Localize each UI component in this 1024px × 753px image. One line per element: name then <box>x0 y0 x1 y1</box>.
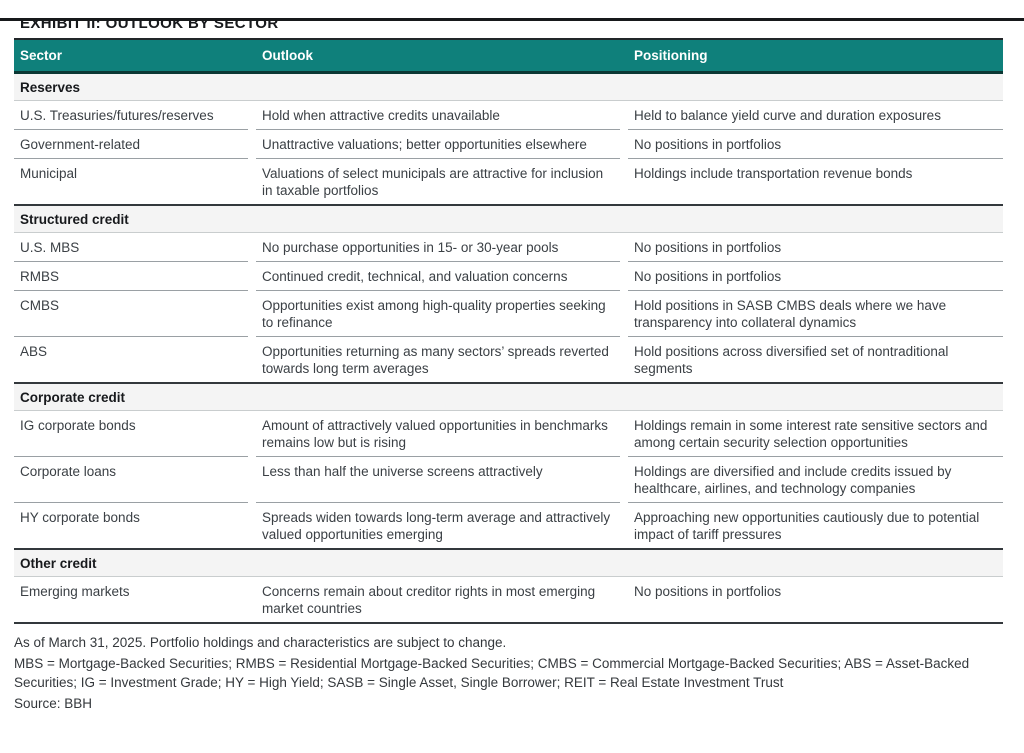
table-row: Corporate loans Less than half the univer… <box>14 457 1003 503</box>
top-divider <box>0 18 1024 21</box>
outlook-cell: Concerns remain about creditor rights in… <box>262 584 596 616</box>
positioning-cell: Held to balance yield curve and duration… <box>628 101 1003 130</box>
outlook-cell: Spreads widen towards long-term average … <box>262 510 611 542</box>
sector-cell: Government-related <box>14 130 248 159</box>
footnotes: As of March 31, 2025. Portfolio holdings… <box>14 633 1009 713</box>
outlook-cell: Amount of attractively valued opportunit… <box>256 411 620 457</box>
positioning-cell: No positions in portfolios <box>628 130 1003 159</box>
table-row: HY corporate bonds Spreads widen towards … <box>14 503 1003 548</box>
table-body: Reserves U.S. Treasuries/futures/reserves… <box>14 74 1003 622</box>
outlook-cell: Less than half the universe screens attr… <box>256 457 620 503</box>
sector-cell: U.S. Treasuries/futures/reserves <box>14 101 248 130</box>
table-row: Government-related Unattractive valuation… <box>14 130 1003 159</box>
outlook-table: Sector Outlook Positioning Reserves U.S. … <box>14 38 1003 624</box>
as-of-note: As of March 31, 2025. Portfolio holdings… <box>14 635 507 650</box>
column-header-positioning: Positioning <box>634 48 708 63</box>
positioning-cell: Holdings include transportation revenue … <box>634 166 913 181</box>
abbreviation-legend: MBS = Mortgage-Backed Securities; RMBS =… <box>14 656 970 690</box>
column-header-outlook: Outlook <box>262 48 313 63</box>
exhibit-page: EXHIBIT II: OUTLOOK BY SECTOR Sector Out… <box>0 15 1024 753</box>
table-row: U.S. Treasuries/futures/reserves Hold whe… <box>14 101 1003 130</box>
table-header-row: Sector Outlook Positioning <box>14 40 1003 74</box>
table-row: Emerging markets Concerns remain about cr… <box>14 577 1003 622</box>
positioning-cell: No positions in portfolios <box>628 233 1003 262</box>
sector-cell: HY corporate bonds <box>20 510 140 525</box>
sector-cell: RMBS <box>14 262 248 291</box>
sector-cell: CMBS <box>14 291 248 337</box>
outlook-cell: Hold when attractive credits unavailable <box>256 101 620 130</box>
outlook-cell: Continued credit, technical, and valuati… <box>256 262 620 291</box>
table-row: IG corporate bonds Amount of attractively… <box>14 411 1003 457</box>
sector-cell: Emerging markets <box>20 584 130 599</box>
section-header-row: Other credit <box>14 548 1003 577</box>
source-note: Source: BBH <box>14 696 93 711</box>
positioning-cell: Holdings are diversified and include cre… <box>628 457 1003 503</box>
positioning-cell: Hold positions in SASB CMBS deals where … <box>628 291 1003 337</box>
section-header-row: Structured credit <box>14 204 1003 233</box>
column-header-sector: Sector <box>20 48 63 63</box>
outlook-cell: Opportunities returning as many sectors’… <box>262 344 609 376</box>
positioning-cell: Approaching new opportunities cautiously… <box>634 510 980 542</box>
sector-cell: U.S. MBS <box>14 233 248 262</box>
outlook-cell: No purchase opportunities in 15- or 30-y… <box>256 233 620 262</box>
section-header-row: Reserves <box>14 74 1003 101</box>
outlook-cell: Opportunities exist among high-quality p… <box>256 291 620 337</box>
table-row: CMBS Opportunities exist among high-quali… <box>14 291 1003 337</box>
positioning-cell: Holdings remain in some interest rate se… <box>628 411 1003 457</box>
table-row: ABS Opportunities returning as many secto… <box>14 337 1003 382</box>
sector-cell: ABS <box>20 344 48 359</box>
sector-cell: IG corporate bonds <box>14 411 248 457</box>
outlook-cell: Valuations of select municipals are attr… <box>262 166 604 198</box>
positioning-cell: Hold positions across diversified set of… <box>634 344 949 376</box>
positioning-cell: No positions in portfolios <box>634 584 782 599</box>
outlook-cell: Unattractive valuations; better opportun… <box>256 130 620 159</box>
table-row: U.S. MBS No purchase opportunities in 15-… <box>14 233 1003 262</box>
table-row: RMBS Continued credit, technical, and val… <box>14 262 1003 291</box>
positioning-cell: No positions in portfolios <box>628 262 1003 291</box>
sector-cell: Municipal <box>20 166 78 181</box>
section-header-row: Corporate credit <box>14 382 1003 411</box>
table-row: Municipal Valuations of select municipals… <box>14 159 1003 204</box>
sector-cell: Corporate loans <box>14 457 248 503</box>
